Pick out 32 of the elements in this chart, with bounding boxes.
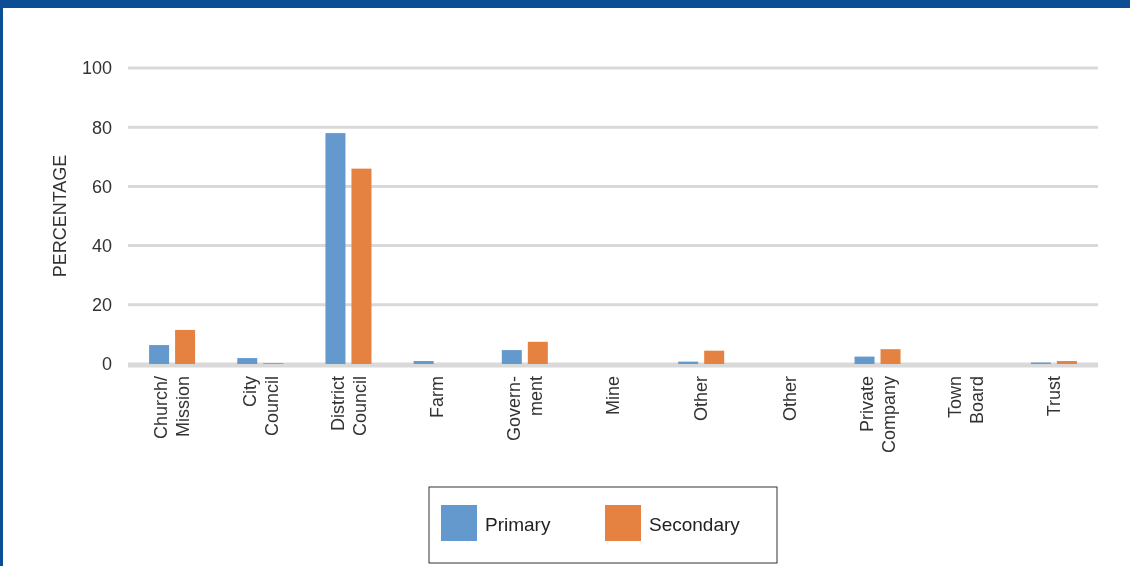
x-tick-label: Trust bbox=[1044, 376, 1065, 417]
bar bbox=[413, 361, 434, 364]
x-tick-label: Govern- ment bbox=[504, 376, 547, 442]
x-tick-label: Farm bbox=[426, 376, 447, 418]
y-tick-label: 40 bbox=[91, 235, 112, 256]
bar bbox=[501, 350, 522, 364]
x-tick-label: District Council bbox=[327, 376, 370, 437]
bar bbox=[175, 329, 196, 364]
x-tick-label: Mine bbox=[603, 376, 624, 416]
y-tick-label: 100 bbox=[81, 58, 112, 79]
x-tick-label: Other bbox=[779, 376, 800, 422]
bar bbox=[880, 349, 901, 364]
bar bbox=[237, 358, 258, 364]
legend-label: Secondary bbox=[649, 513, 741, 535]
y-tick-label: 0 bbox=[101, 354, 112, 375]
bar bbox=[351, 168, 372, 364]
bar bbox=[527, 341, 548, 364]
x-tick-label: Private Company bbox=[856, 376, 899, 454]
x-tick-label: Other bbox=[691, 376, 712, 422]
y-tick-label: 60 bbox=[91, 176, 112, 197]
bar bbox=[704, 350, 725, 364]
y-tick-label: 20 bbox=[91, 295, 112, 316]
bar bbox=[149, 345, 170, 364]
bar bbox=[325, 133, 346, 364]
legend-label: Primary bbox=[485, 513, 551, 535]
x-tick-label: Town Board bbox=[945, 376, 988, 425]
bar bbox=[854, 356, 875, 364]
x-tick-label: City Council bbox=[239, 376, 282, 437]
x-tick-label: Church/ Mission bbox=[151, 376, 194, 440]
y-tick-label: 80 bbox=[91, 117, 112, 138]
bar bbox=[1056, 361, 1077, 364]
y-axis-title: PERCENTAGE bbox=[50, 154, 70, 278]
